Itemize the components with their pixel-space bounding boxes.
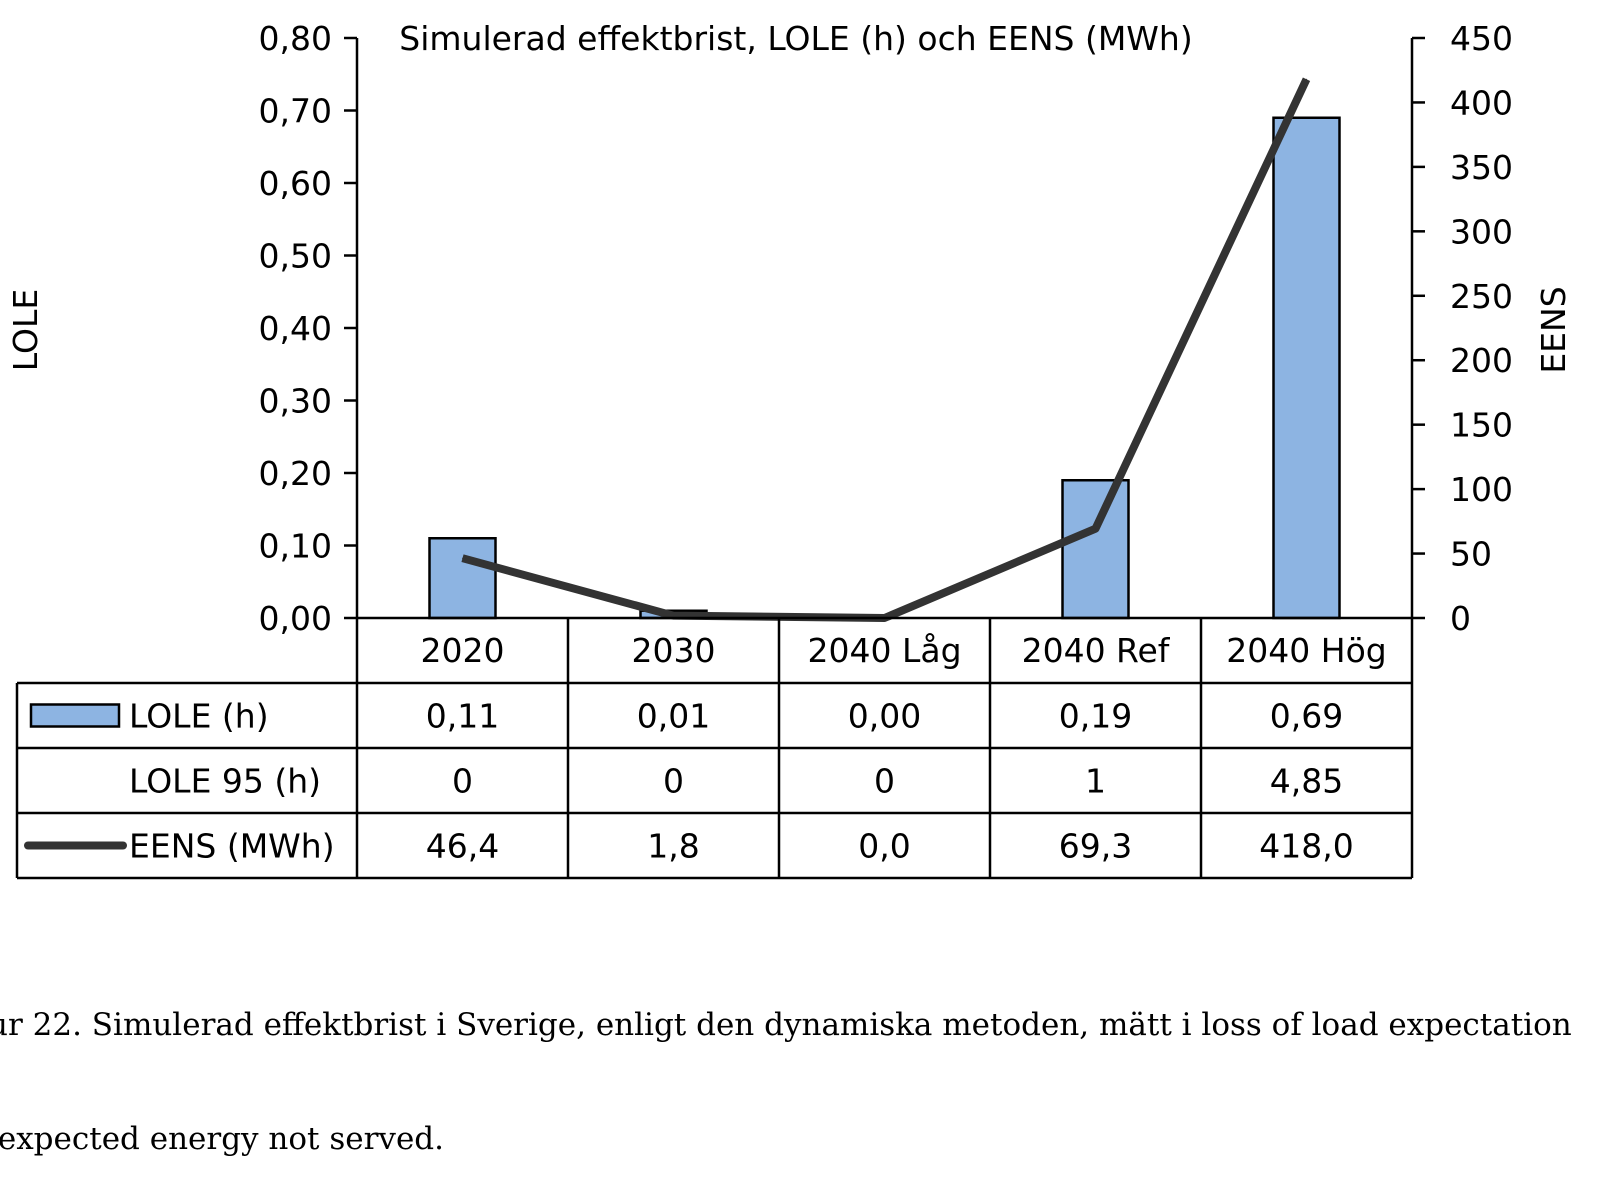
y2-tick-label: 350 xyxy=(1450,148,1513,187)
bar-lole xyxy=(1061,479,1130,620)
y2-tick-label: 450 xyxy=(1450,19,1513,58)
axis-lines xyxy=(355,38,1414,618)
y2-tick-label: 0 xyxy=(1450,599,1471,638)
y-tick-label: 0,80 xyxy=(259,19,332,58)
x-tick-label: 2040 Ref xyxy=(1022,631,1171,670)
bar-lole xyxy=(1272,116,1341,620)
y2-tick-label: 250 xyxy=(1450,277,1513,316)
y-tick-label: 0,70 xyxy=(259,92,332,131)
bar-lole xyxy=(428,537,497,620)
y-axis-label: LOLE xyxy=(6,289,45,371)
table-cell-value: 46,4 xyxy=(426,827,499,866)
y2-tick-label: 100 xyxy=(1450,470,1513,509)
table-cell-value: 69,3 xyxy=(1059,827,1132,866)
table-cell-value: 0 xyxy=(452,762,473,801)
table-cell-value: 0,69 xyxy=(1270,697,1343,736)
eens-point xyxy=(673,615,674,617)
table-cell-value: 0,00 xyxy=(848,697,921,736)
table-cell-value: 0 xyxy=(663,762,684,801)
y-tick-label: 0,00 xyxy=(259,599,332,638)
eens-point xyxy=(1306,78,1307,80)
legend-label: EENS (MWh) xyxy=(129,827,335,866)
table-cell-value: 1,8 xyxy=(647,827,699,866)
y2-axis-ticks: 0 50 100 150 200 250 300 350 400 450 xyxy=(1412,19,1513,638)
x-tick-label: 2020 xyxy=(421,631,505,670)
caption-line-2: expected energy not served. xyxy=(0,1121,444,1157)
table-cell-value: 418,0 xyxy=(1259,827,1353,866)
legend-label: LOLE 95 (h) xyxy=(129,762,321,801)
legend-swatch-lole xyxy=(29,703,121,728)
y2-tick-label: 50 xyxy=(1450,535,1492,574)
caption-line-1: ur 22. Simulerad effektbrist i Sverige, … xyxy=(0,1007,1572,1043)
table-cell-value: 0,19 xyxy=(1059,697,1132,736)
y-tick-label: 0,30 xyxy=(259,382,332,421)
chart-title: Simulerad effektbrist, LOLE (h) och EENS… xyxy=(399,19,1192,58)
figure-caption: ur 22. Simulerad effektbrist i Sverige, … xyxy=(0,930,1620,1196)
y-tick-label: 0,40 xyxy=(259,309,332,348)
chart: 0,000,100,200,300,400,500,600,700,80 050… xyxy=(6,19,1573,880)
y2-tick-label: 150 xyxy=(1450,406,1513,445)
table-cell-value: 4,85 xyxy=(1270,762,1343,801)
y-tick-label: 0,60 xyxy=(259,164,332,203)
y-tick-label: 0,50 xyxy=(259,237,332,276)
y-axis-ticks: 0,00 0,10 0,20 0,30 0,40 0,50 0,60 0,70 0,80 xyxy=(259,19,357,638)
legend-label: LOLE (h) xyxy=(129,697,269,736)
eens-line-series xyxy=(461,77,1311,622)
table-cell-value: 1 xyxy=(1085,762,1106,801)
y2-tick-label: 300 xyxy=(1450,212,1513,251)
table-cell-value: 0 xyxy=(874,762,895,801)
x-tick-label: 2030 xyxy=(632,631,716,670)
eens-line xyxy=(461,77,1311,622)
y-tick-label: 0,10 xyxy=(259,527,332,566)
x-tick-label: 2040 Hög xyxy=(1226,631,1386,670)
y2-axis-label: EENS xyxy=(1534,286,1573,373)
table-cell-value: 0,01 xyxy=(637,697,710,736)
eens-point xyxy=(462,557,463,559)
y2-tick-label: 200 xyxy=(1450,341,1513,380)
table-cell-value: 0,0 xyxy=(858,827,910,866)
eens-point xyxy=(1095,528,1096,530)
lole-bars xyxy=(428,116,1341,620)
table-cell-value: 0,11 xyxy=(426,697,499,736)
data-table: 2020 2030 2040 Låg 2040 Ref 2040 Hög LOLE (h)… xyxy=(15,616,1414,880)
y-tick-label: 0,20 xyxy=(259,454,332,493)
y2-tick-label: 400 xyxy=(1450,83,1513,122)
x-tick-label: 2040 Låg xyxy=(807,631,961,670)
